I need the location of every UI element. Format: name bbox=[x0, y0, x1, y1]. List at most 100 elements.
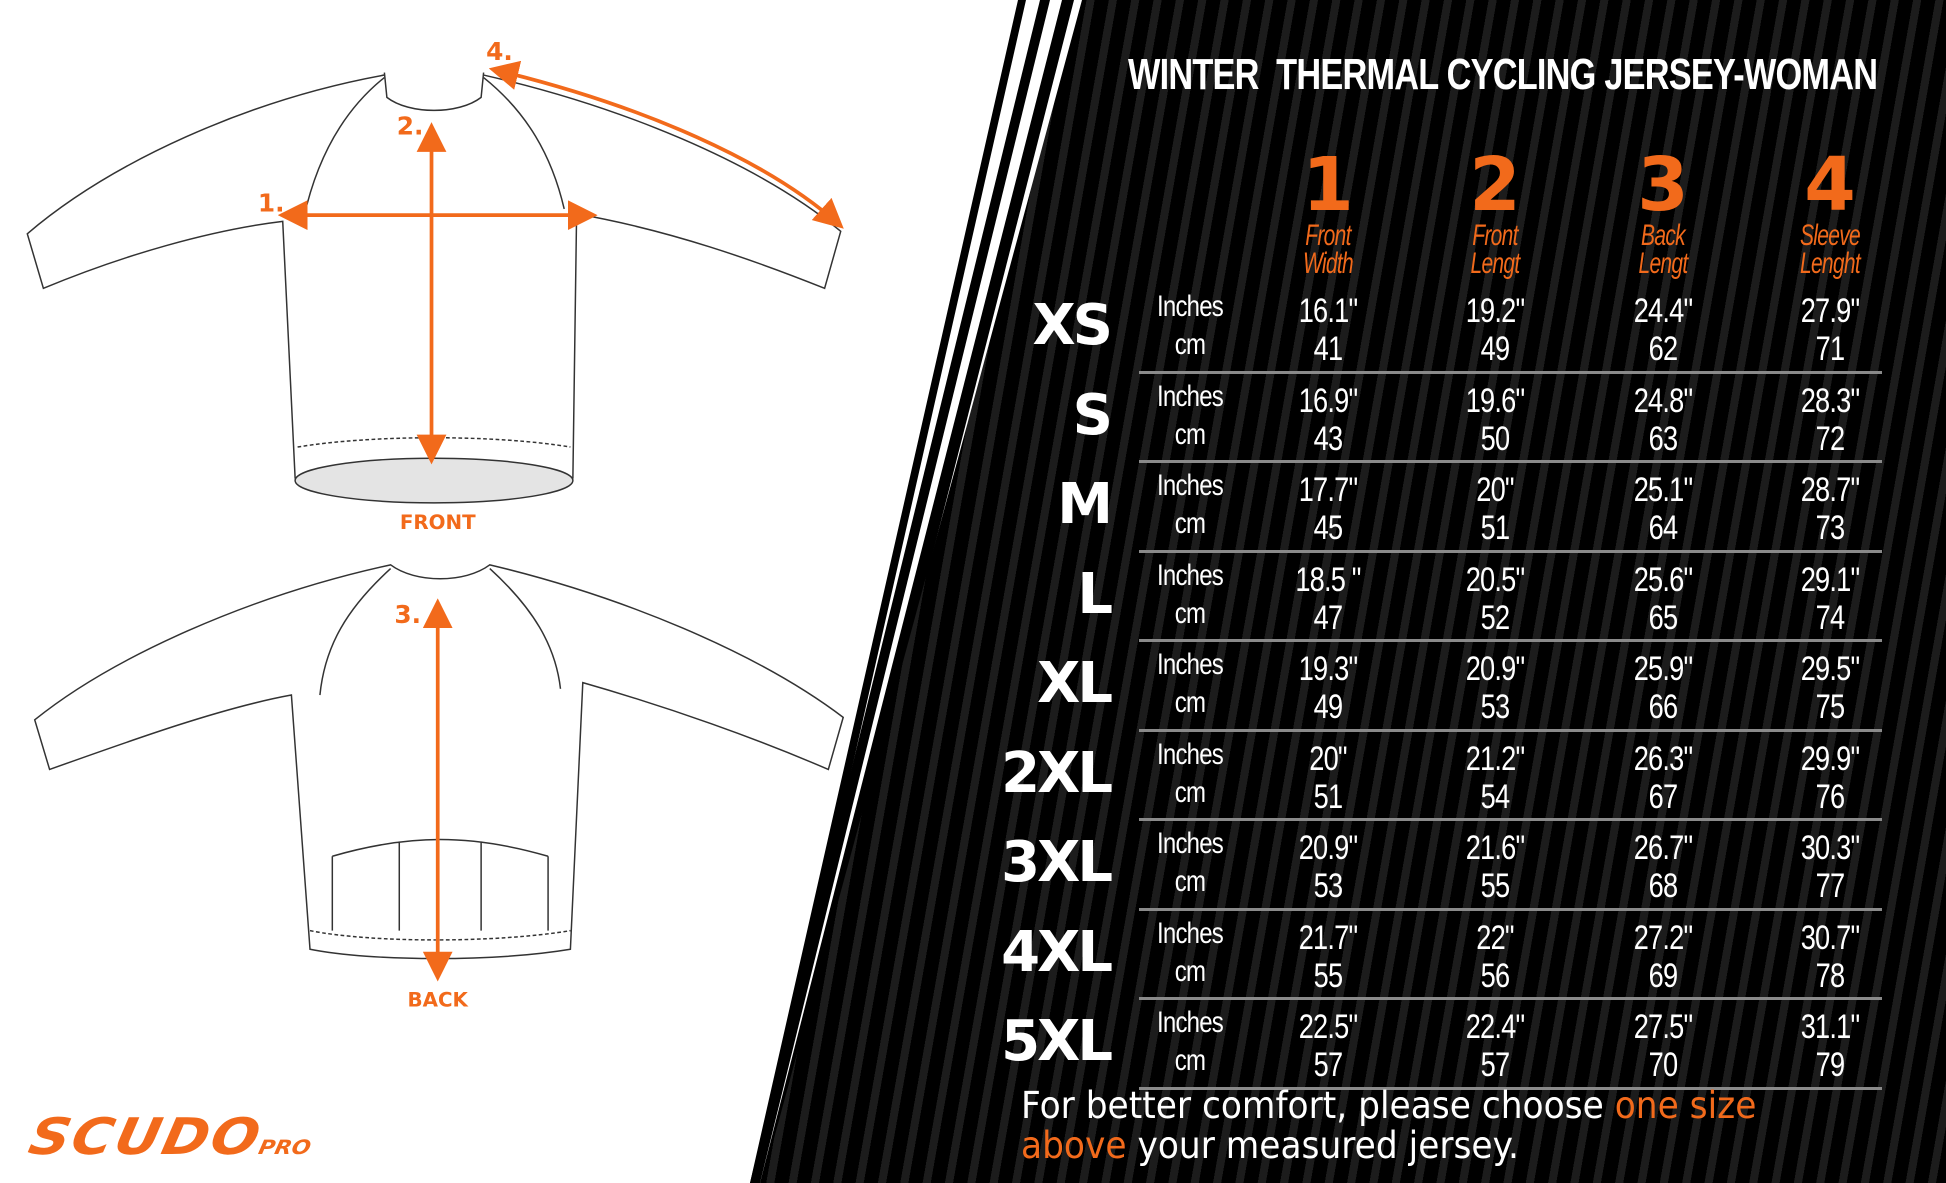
value-cm: 47 bbox=[1313, 598, 1343, 637]
unit-cm: cm bbox=[1174, 1044, 1206, 1077]
value-inches: 30.7" bbox=[1800, 918, 1860, 957]
value-inches: 22" bbox=[1476, 918, 1514, 957]
value-inches: 28.3" bbox=[1800, 381, 1860, 420]
column-label: Sleeve Lenght bbox=[1799, 219, 1861, 280]
value-cm: 53 bbox=[1480, 688, 1510, 726]
value-cm: 74 bbox=[1815, 598, 1845, 637]
size-label: XL bbox=[1037, 651, 1113, 716]
value-inches: 20" bbox=[1309, 739, 1347, 778]
value-cm: 75 bbox=[1815, 688, 1845, 726]
column-number: 1 bbox=[1302, 142, 1354, 228]
value-inches: 22.4" bbox=[1465, 1008, 1525, 1046]
value-inches: 16.1" bbox=[1298, 292, 1358, 330]
value-cm: 76 bbox=[1815, 777, 1845, 816]
row-divider bbox=[1139, 460, 1882, 463]
unit-cm: cm bbox=[1174, 775, 1206, 809]
size-label: 3XL bbox=[1001, 830, 1113, 895]
unit-cm: cm bbox=[1174, 865, 1206, 898]
table-row: 4XL Inches cm 21.7" 55 22" 56 27.2" 69 30.7" 78 bbox=[990, 911, 1890, 1000]
measurement-arrows bbox=[277, 60, 844, 982]
value-inches: 25.9" bbox=[1633, 650, 1693, 688]
jersey-illustration: 1. 2. 3. 4. FRONT BACK bbox=[26, 37, 845, 1011]
marker-2: 2. bbox=[397, 112, 424, 141]
column-header: 1 Front Width bbox=[1243, 142, 1413, 279]
value-cm: 49 bbox=[1313, 688, 1343, 726]
row-divider bbox=[1139, 907, 1882, 911]
value-inches: 20.9" bbox=[1465, 650, 1525, 688]
value-inches: 28.7" bbox=[1800, 471, 1860, 509]
value-cm: 49 bbox=[1480, 330, 1510, 368]
value-cm: 43 bbox=[1313, 419, 1343, 458]
marker-1: 1. bbox=[258, 188, 285, 217]
value-cm: 69 bbox=[1648, 956, 1678, 995]
table-row: XL Inches cm 19.3" 49 20.9" 53 25.9" 66 29.5" 75 bbox=[990, 642, 1890, 732]
value-inches: 27.2" bbox=[1633, 918, 1693, 957]
value-inches: 27.5" bbox=[1633, 1008, 1693, 1046]
unit-inches: Inches bbox=[1157, 469, 1224, 502]
size-label: 5XL bbox=[1001, 1009, 1113, 1074]
unit-cm: cm bbox=[1174, 686, 1206, 719]
unit-inches: Inches bbox=[1157, 558, 1224, 592]
marker-4: 4. bbox=[486, 37, 513, 66]
value-inches: 19.3" bbox=[1298, 650, 1358, 688]
value-cm: 70 bbox=[1648, 1046, 1678, 1084]
value-cm: 65 bbox=[1648, 598, 1678, 637]
unit-cm: cm bbox=[1174, 417, 1206, 451]
unit-cm: cm bbox=[1174, 328, 1206, 361]
size-table: XS Inches cm 16.1" 41 19.2" 49 24.4" 62 27.9" 71 S I… bbox=[990, 284, 1890, 1090]
value-cm: 41 bbox=[1313, 330, 1343, 368]
table-row: 2XL Inches cm 20" 51 21.2" 54 26.3" 67 29.9" 76 bbox=[990, 732, 1890, 821]
value-inches: 21.6" bbox=[1465, 829, 1525, 867]
row-divider bbox=[1139, 639, 1882, 642]
back-label: BACK bbox=[408, 988, 469, 1011]
value-inches: 24.8" bbox=[1633, 381, 1693, 420]
row-divider bbox=[1139, 1086, 1882, 1090]
column-header: 2 Front Lengt bbox=[1410, 148, 1580, 280]
value-cm: 56 bbox=[1480, 956, 1510, 995]
unit-inches: Inches bbox=[1157, 1006, 1224, 1039]
value-inches: 25.1" bbox=[1633, 471, 1693, 509]
size-label: 2XL bbox=[1001, 740, 1113, 806]
value-cm: 53 bbox=[1313, 867, 1343, 905]
value-inches: 24.4" bbox=[1633, 292, 1693, 330]
value-inches: 26.3" bbox=[1633, 739, 1693, 778]
size-label: XS bbox=[1032, 293, 1112, 358]
value-inches: 27.9" bbox=[1800, 292, 1860, 330]
column-label: Front Lengt bbox=[1470, 219, 1520, 280]
value-cm: 78 bbox=[1815, 956, 1845, 995]
note-text: For better comfort, please choose bbox=[1021, 1084, 1615, 1127]
unit-inches: Inches bbox=[1157, 916, 1224, 950]
row-divider bbox=[1139, 549, 1882, 553]
value-cm: 51 bbox=[1480, 509, 1510, 547]
row-divider bbox=[1139, 997, 1882, 1000]
fit-note: For better comfort, please choose one si… bbox=[1021, 1086, 1858, 1166]
value-inches: 22.5" bbox=[1298, 1008, 1358, 1046]
value-cm: 63 bbox=[1648, 419, 1678, 458]
table-row: 3XL Inches cm 20.9" 53 21.6" 55 26.7" 68 30.3" 77 bbox=[990, 821, 1890, 911]
table-row: L Inches cm 18.5 " 47 20.5" 52 25.6" 65 29.1" 74 bbox=[990, 553, 1890, 642]
front-label: FRONT bbox=[400, 511, 476, 534]
value-cm: 57 bbox=[1313, 1046, 1343, 1084]
unit-cm: cm bbox=[1174, 507, 1206, 540]
value-cm: 54 bbox=[1480, 777, 1510, 816]
value-inches: 29.9" bbox=[1800, 739, 1860, 778]
table-row: M Inches cm 17.7" 45 20" 51 25.1" 64 28.7" 73 bbox=[990, 463, 1890, 553]
value-cm: 64 bbox=[1648, 509, 1678, 547]
value-inches: 16.9" bbox=[1298, 381, 1358, 420]
value-inches: 17.7" bbox=[1298, 471, 1358, 509]
value-inches: 31.1" bbox=[1800, 1008, 1860, 1046]
value-cm: 67 bbox=[1648, 777, 1678, 816]
size-label: S bbox=[1072, 382, 1113, 448]
unit-inches: Inches bbox=[1157, 290, 1224, 323]
unit-inches: Inches bbox=[1157, 737, 1224, 771]
value-cm: 79 bbox=[1815, 1046, 1845, 1084]
value-cm: 71 bbox=[1815, 330, 1845, 368]
value-cm: 45 bbox=[1313, 509, 1343, 547]
value-cm: 50 bbox=[1480, 419, 1510, 458]
value-inches: 26.7" bbox=[1633, 829, 1693, 867]
value-inches: 21.7" bbox=[1298, 918, 1358, 957]
logo-main: SCUDO bbox=[23, 1108, 268, 1167]
table-row: S Inches cm 16.9" 43 19.6" 50 24.8" 63 28.3" 72 bbox=[990, 374, 1890, 463]
value-cm: 55 bbox=[1313, 956, 1343, 995]
value-inches: 18.5 " bbox=[1295, 560, 1361, 599]
